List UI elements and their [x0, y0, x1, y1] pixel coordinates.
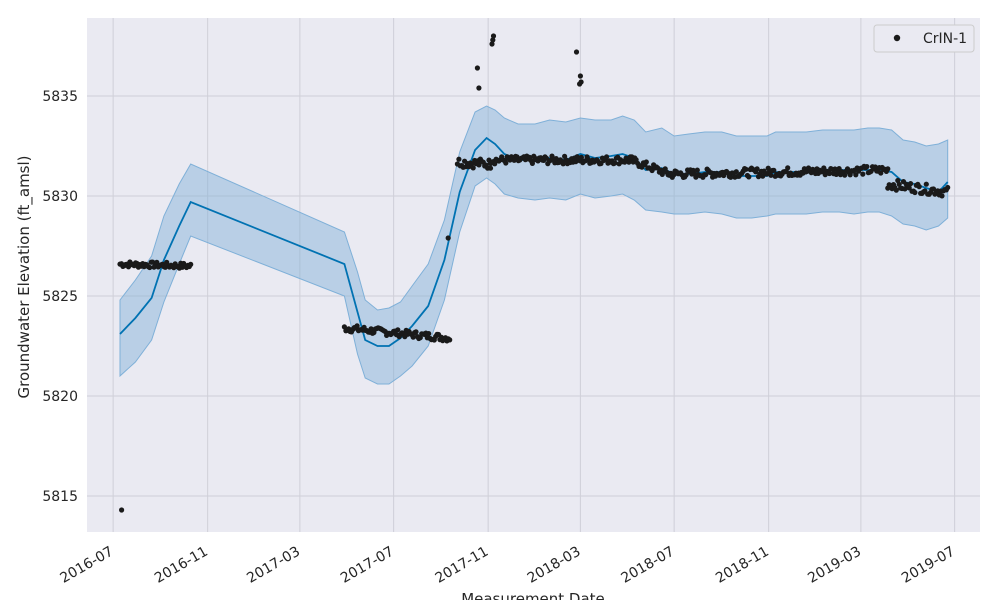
- observation-point: [908, 181, 914, 187]
- grid-lines: [87, 18, 980, 532]
- observation-point: [553, 156, 559, 162]
- x-tick-label: 2019-03: [805, 544, 864, 587]
- observation-point: [417, 335, 423, 341]
- observation-point: [694, 167, 700, 173]
- observation-point: [878, 170, 884, 176]
- outlier-point: [445, 235, 451, 241]
- observation-point: [923, 181, 929, 187]
- observation-point: [754, 166, 760, 172]
- y-tick-labels: 5815 5820 5825 5830 5835: [42, 89, 78, 505]
- outlier-point: [573, 49, 580, 55]
- observation-point: [771, 167, 777, 173]
- observation-point: [939, 193, 945, 199]
- observation-point: [410, 334, 416, 340]
- observation-point: [945, 184, 951, 191]
- observation-point: [659, 171, 665, 177]
- outlier-point: [490, 33, 497, 39]
- observation-point: [826, 170, 833, 177]
- x-tick-label: 2017-03: [244, 544, 303, 587]
- observation-point: [785, 165, 791, 171]
- observation-point: [503, 160, 509, 166]
- observation-point: [604, 154, 610, 160]
- plot-background: [87, 18, 980, 532]
- observation-point: [768, 172, 774, 178]
- x-tick-label: 2019-07: [899, 544, 958, 587]
- observation-point: [860, 171, 866, 177]
- y-axis-title: Groundwater Elevation (ft_amsl): [15, 155, 34, 398]
- x-axis-title: Measurement Date: [461, 590, 605, 600]
- y-tick-label: 5830: [42, 189, 78, 205]
- observation-point: [896, 181, 902, 187]
- outlier-point: [490, 37, 496, 43]
- y-tick-label: 5835: [42, 89, 78, 105]
- observed-points: [117, 33, 951, 513]
- x-tick-labels: 2016-07 2016-11 2017-03 2017-07 2017-11 2018-…: [58, 544, 958, 587]
- observation-point: [487, 165, 494, 171]
- observation-point: [470, 165, 476, 171]
- x-tick-label: 2016-11: [152, 544, 211, 587]
- observation-point: [413, 329, 419, 335]
- observation-point: [885, 166, 891, 172]
- legend-label-crin-1: CrIN-1: [923, 31, 967, 47]
- observation-point: [395, 327, 401, 333]
- observation-point: [743, 166, 749, 172]
- observation-point: [447, 337, 453, 343]
- observation-point: [612, 160, 618, 166]
- observation-point: [916, 184, 922, 190]
- observation-point: [728, 174, 734, 180]
- observation-point: [188, 261, 194, 267]
- observation-point: [560, 161, 566, 167]
- y-tick-label: 5825: [42, 289, 78, 305]
- observation-point: [354, 323, 360, 329]
- observation-point: [643, 159, 649, 165]
- observation-point: [853, 172, 859, 178]
- y-tick-label: 5820: [42, 389, 78, 405]
- observation-point: [842, 172, 848, 178]
- outlier-point: [476, 85, 482, 91]
- observation-point: [368, 326, 374, 332]
- observation-point: [872, 164, 878, 170]
- observation-point: [746, 174, 752, 180]
- x-tick-label: 2018-03: [525, 544, 584, 587]
- x-tick-label: 2018-07: [619, 544, 678, 587]
- observation-point: [426, 331, 432, 337]
- observation-point: [147, 264, 153, 271]
- observation-point: [912, 189, 918, 196]
- x-tick-label: 2017-07: [338, 544, 397, 587]
- observation-point: [902, 186, 908, 192]
- observation-point: [341, 324, 347, 330]
- outlier-point: [578, 79, 584, 85]
- legend: CrIN-1: [873, 24, 975, 53]
- observation-point: [703, 172, 709, 178]
- y-tick-label: 5815: [42, 489, 78, 505]
- legend-frame: [873, 24, 975, 53]
- observation-point: [456, 156, 462, 162]
- x-tick-label: 2017-11: [433, 544, 492, 587]
- observation-point: [733, 169, 739, 175]
- legend-marker: [893, 34, 901, 42]
- outlier-point: [577, 73, 584, 79]
- observation-point: [578, 154, 585, 160]
- observation-point: [893, 187, 899, 193]
- observation-point: [864, 164, 870, 170]
- outlier-point: [119, 507, 125, 513]
- observation-point: [476, 162, 482, 168]
- observation-point: [930, 186, 937, 192]
- outlier-point: [489, 41, 495, 47]
- observation-point: [847, 172, 853, 178]
- x-tick-label: 2016-07: [58, 544, 117, 587]
- observation-point: [529, 160, 536, 166]
- outlier-point: [474, 65, 480, 71]
- x-tick-label: 2018-11: [713, 544, 772, 587]
